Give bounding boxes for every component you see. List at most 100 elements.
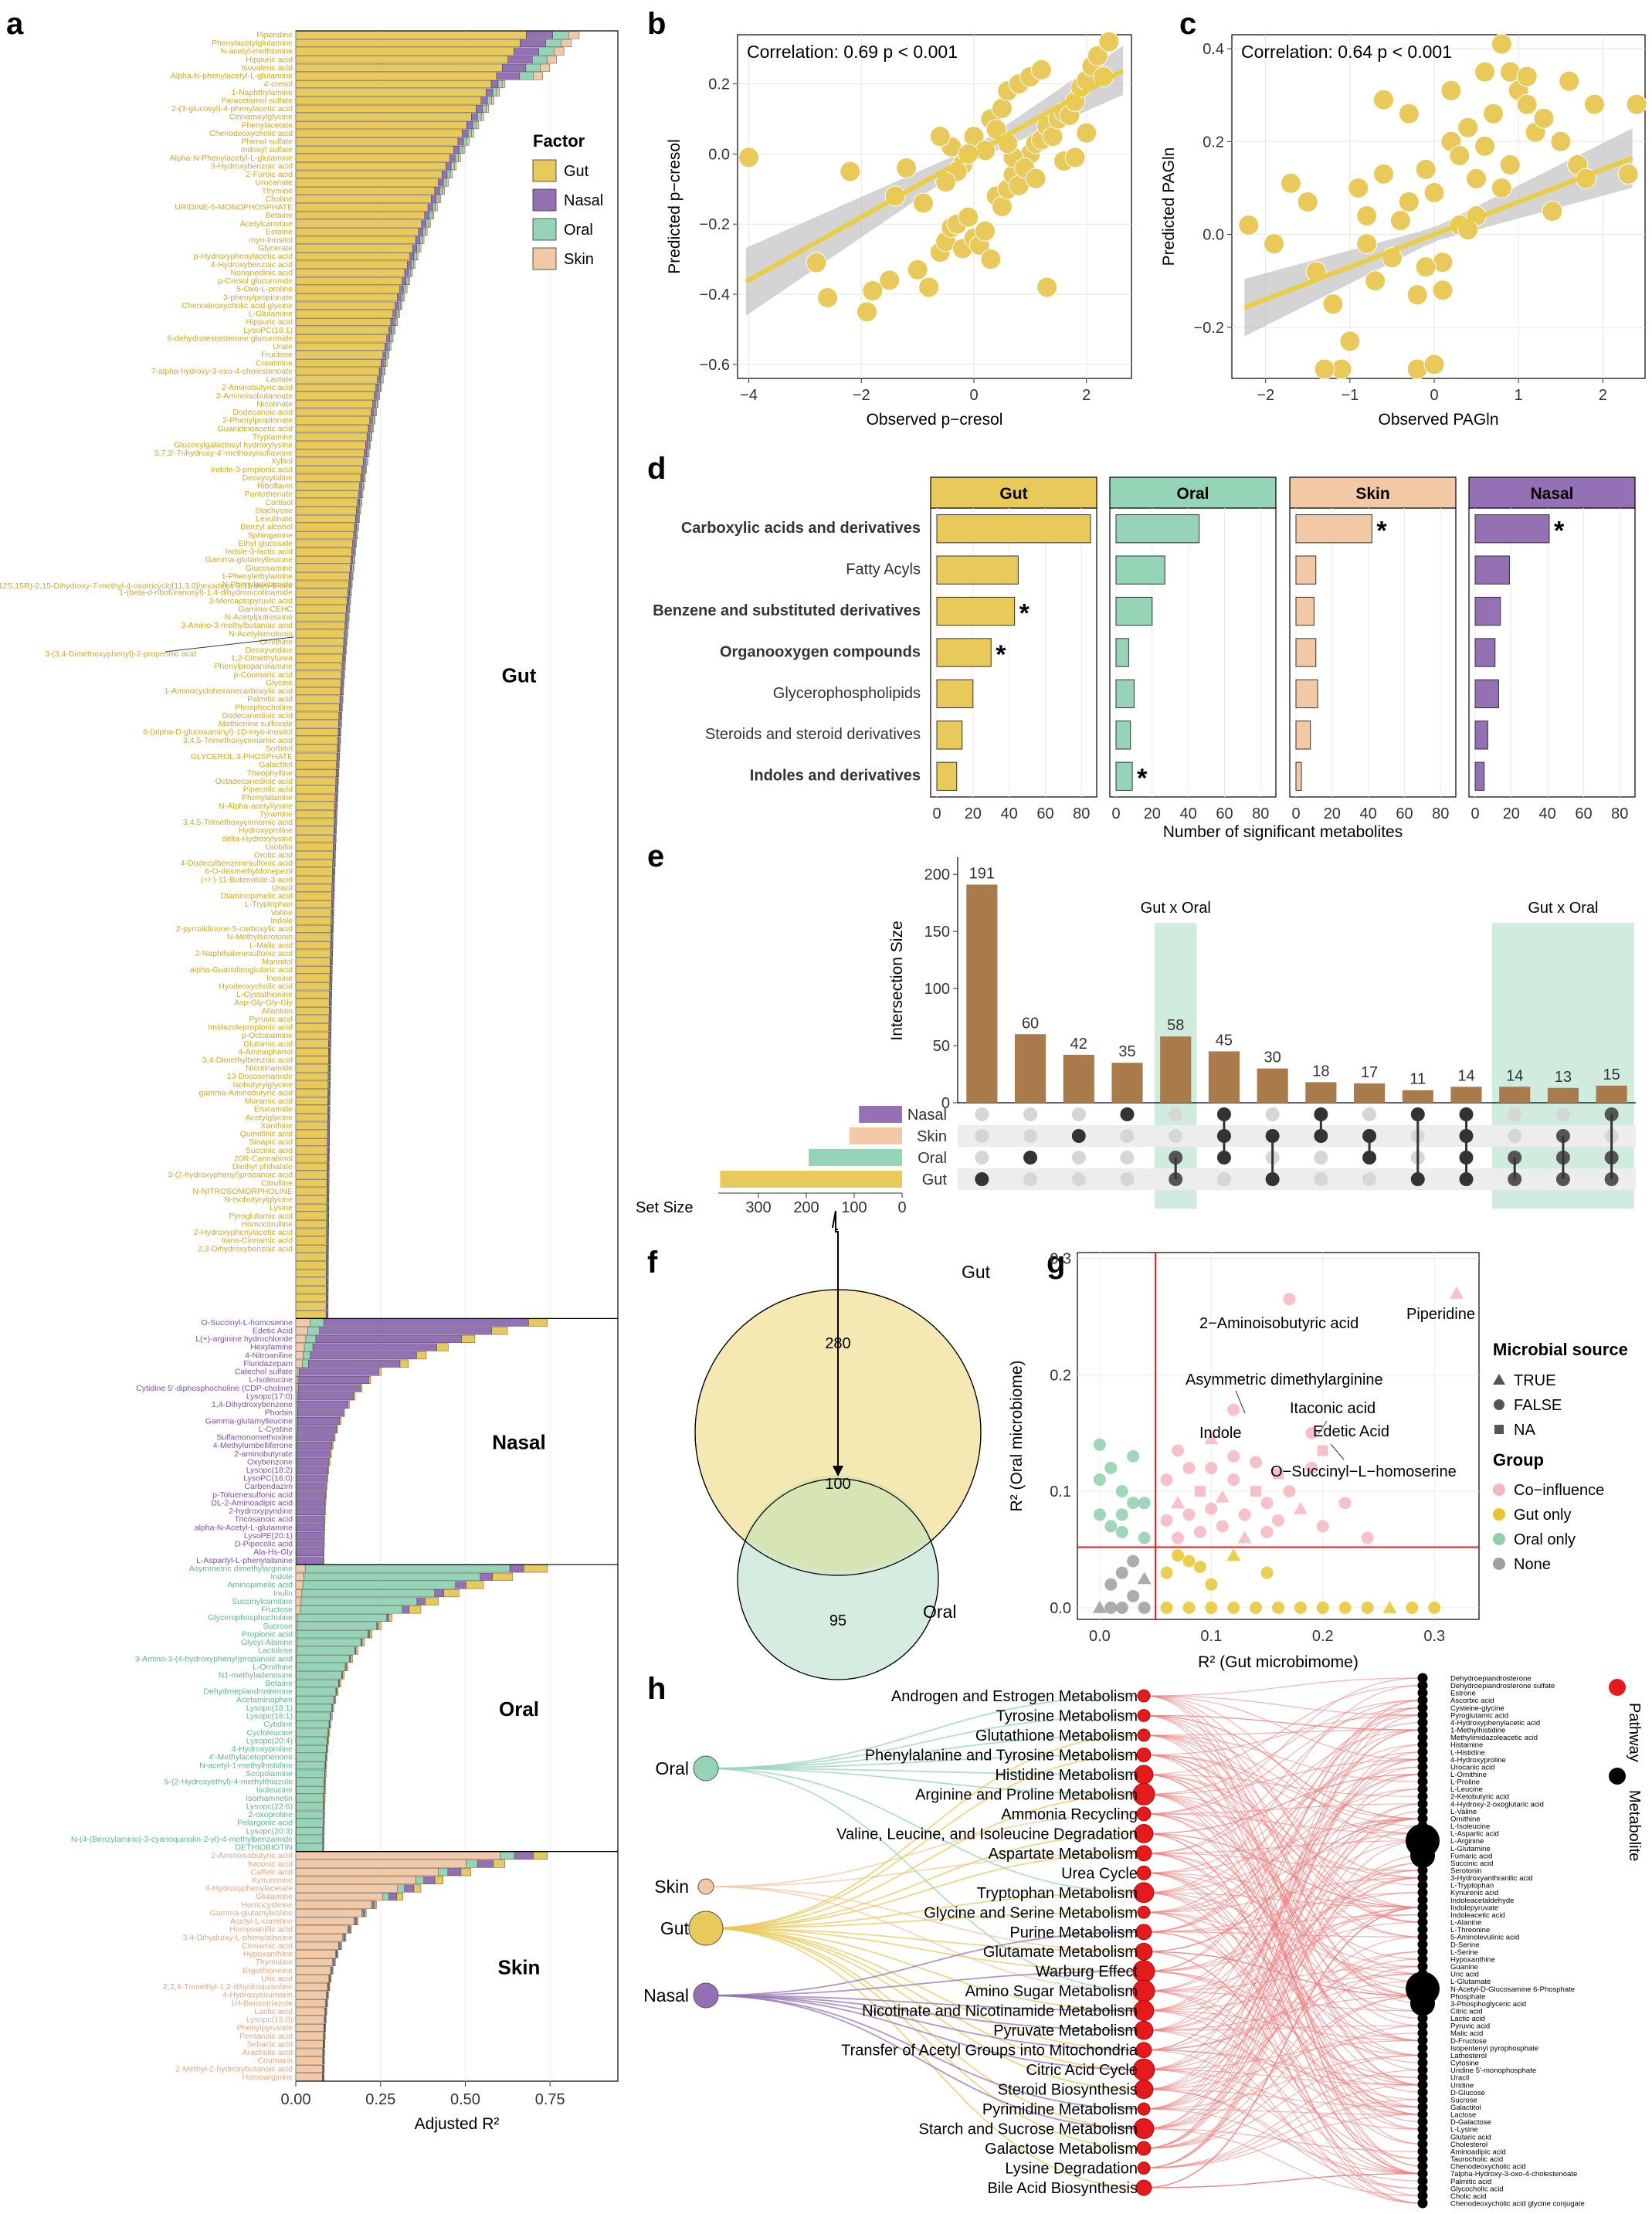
panel-a-bar-gut [350,1655,353,1663]
source-pathway-edge [705,1852,1145,1887]
xtick-label: 0 [932,805,941,822]
metabolite-node [1410,1991,1435,2016]
panel-a-bar-nasal [325,1310,327,1319]
panel-a-tick-label: Cinnamoylglycine [229,113,293,122]
panel-a-tick-label: Lysopc(15:0) [246,2016,293,2025]
pathway-node [1133,2118,1155,2139]
panel-a-bar-gut [295,531,354,540]
bar [936,761,958,791]
data-point [1491,33,1512,55]
panel-a-bar-gut [295,507,357,515]
metabolite-label: Sucrose [1450,2096,1477,2104]
panel-a-bar-gut [331,1441,334,1449]
panel-a-bar-skin [327,1310,329,1319]
ylabel: Intersection Size [888,921,906,1040]
bar [1295,761,1302,791]
panel-a-tick-label: Aminopimelic acid [227,1581,293,1590]
metabolite-label: Phosphate [1450,1992,1485,2001]
panel-a-bar-skin [351,572,354,581]
data-point-true [1226,1548,1241,1561]
panel-a-tick-label: Indoxyl sulfate [241,145,293,154]
metabolite-label: Hypoxanthine [1450,1955,1495,1964]
data-point-false [1104,1601,1118,1614]
metabolite-label: D-Glucose [1450,2089,1485,2097]
panel-a-tick-label: Glycyl-Alanine [241,1638,293,1647]
panel-a-tick-label: Lysopc(22:6) [246,1802,293,1811]
legend-dot [1493,1483,1505,1496]
panel-a-bar-nasal [327,1138,329,1147]
panel-a-bar-gut [295,965,331,975]
panel-a-bar-nasal [397,293,402,302]
xlabel: R² (Gut microbimome) [1198,1653,1359,1671]
panel-a-tick-label: Hypoxanthine [243,1950,293,1959]
panel-a-bar-skin [422,236,425,244]
metabolite-label: Uric acid [1450,1971,1479,1979]
panel-b-scatter: Correlation: 0.69 p < 0.001−4 −2 0 20.20.0−… [666,31,1132,429]
panel-a-bar-gut [324,2048,325,2056]
legend-metabolite-dot [1609,1768,1626,1785]
panel-a-bar-oral [369,432,371,441]
panel-a-bar-nasal [333,835,335,843]
panel-a-bar-oral [375,400,378,409]
panel-label-a: a [6,7,24,41]
panel-a-bar-nasal [386,334,391,343]
panel-a-bar-gut [325,1490,327,1499]
panel-a-tick-label: Xanthine [261,1121,293,1131]
panel-a-bar-skin [336,818,338,826]
panel-a-bar-nasal [369,416,373,425]
panel-a-tick-label: 4-cresol [264,80,293,89]
panel-a-bar-skin [339,744,341,753]
pathway-metabolite-edge [1143,2010,1423,2041]
data-point [1389,210,1411,232]
panel-a-bar-gut [295,211,426,219]
panel-a-bar-gut [295,1031,329,1039]
pathway-metabolite-edge [1143,1870,1423,1972]
panel-a-bar-oral [304,1572,481,1581]
source-pathway-edge [705,1928,1145,1953]
panel-a-tick-label: Asymmetric dimethylarginine [189,1564,293,1573]
data-point [1583,93,1605,115]
source-pathway-edge [705,1734,1145,1929]
data-point [918,276,940,298]
panel-a-bar-skin [330,1064,331,1073]
panel-a-tick-label: N-Phenylacetamide [222,580,293,589]
data-point-false [1250,1601,1263,1614]
panel-a-bar-skin [432,211,434,219]
panel-a-bar-nasal [402,276,406,285]
panel-a-bar-gut [295,392,375,400]
panel-a-bar-oral [371,416,375,425]
panel-a-bar-oral [296,1761,326,1770]
panel-a-bar-nasal [297,1531,324,1540]
metabolite-label: L-Alanine [1450,1919,1481,1928]
panel-a-tick-label: Propionic acid [242,1629,293,1639]
pathway-metabolite-edge [1143,1714,1423,1731]
panel-a-bar-gut [295,514,356,523]
panel-a-bar-nasal [334,802,337,810]
panel-a-bar-nasal [386,1613,389,1622]
panel-a-tick-label: Lysine [270,1203,293,1212]
panel-a-tick-label: Kynurenine [252,1876,293,1885]
panel-a-bar-skin [295,2040,324,2049]
pathway-metabolite-edge [1143,1921,1423,1992]
panel-a-bar-gut [295,1269,327,1277]
data-point-false [1227,1403,1240,1416]
panel-a-bar-gut [399,1359,409,1368]
label-leader [1235,1390,1246,1414]
matrix-dot [1508,1129,1522,1143]
source-pathway-edge [705,1995,1145,2130]
significance-star: * [1376,517,1387,546]
panel-a-bar-skin [331,999,332,1007]
ytick-label: −0.2 [1194,320,1224,337]
panel-a-tick-label: Citrulline [261,1178,293,1188]
point-label: O−Succinyl−L−homoserine [1270,1463,1457,1480]
matrix-dot [1362,1172,1377,1186]
point-label: Indole [1199,1425,1242,1442]
panel-a-tick-label: Valine [271,908,293,917]
panel-a-bar-nasal [331,892,334,900]
panel-a-bar-gut [295,31,527,39]
panel-a-tick-label: Theophylline [246,768,293,778]
panel-a-bar-skin [533,72,543,80]
panel-a-bar-nasal [327,1146,329,1154]
metabolite-label: Isopentenyl pyrophosphate [1450,2044,1538,2053]
ytick-label: 0.0 [1203,227,1224,244]
